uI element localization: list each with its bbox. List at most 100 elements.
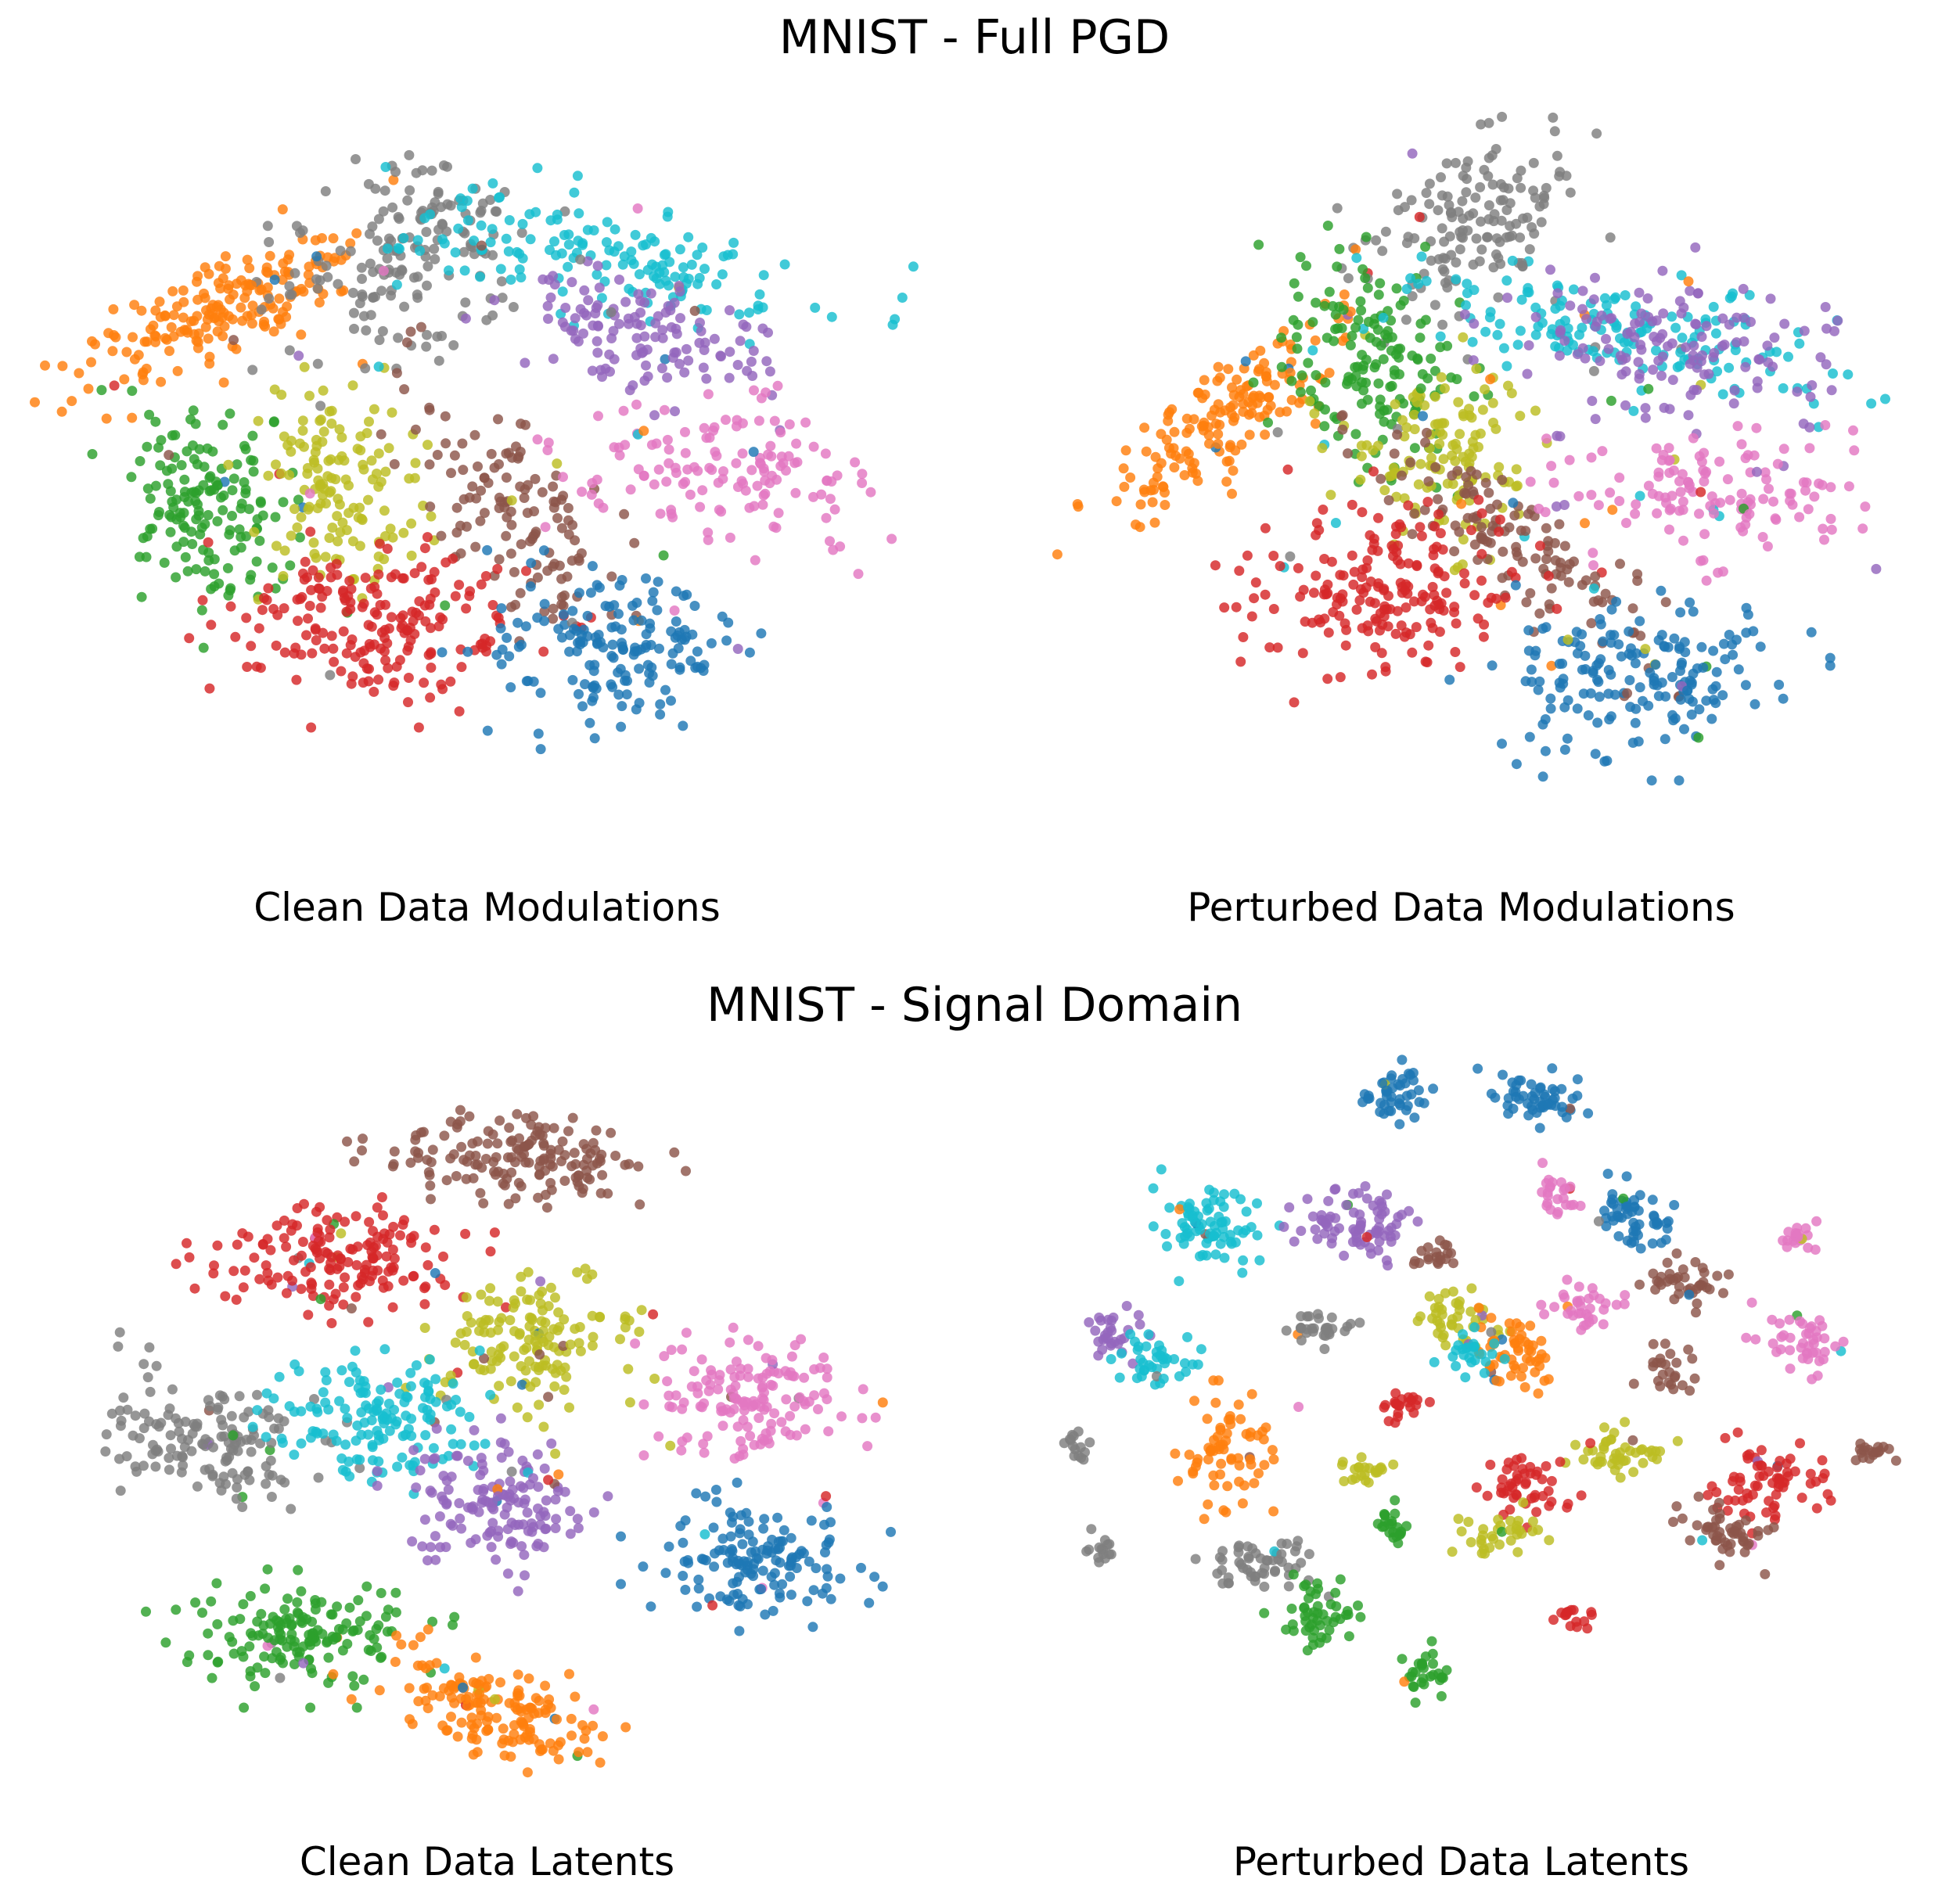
scatter-point <box>1710 681 1721 692</box>
scatter-point <box>818 1353 829 1363</box>
scatter-point <box>1631 703 1642 714</box>
scatter-point <box>1636 326 1647 337</box>
scatter-point <box>1580 518 1590 529</box>
scatter-point <box>1375 394 1386 405</box>
scatter-point <box>261 1432 271 1442</box>
scatter-point <box>449 1611 460 1622</box>
scatter-point <box>136 305 147 316</box>
scatter-point <box>1436 172 1446 183</box>
scatter-point <box>194 444 205 454</box>
scatter-point <box>740 485 751 496</box>
scatter-point <box>1534 1123 1545 1133</box>
scatter-point <box>699 264 710 275</box>
scatter-point <box>474 1345 485 1356</box>
scatter-point <box>489 1227 500 1238</box>
scatter-point <box>391 661 402 672</box>
scatter-point <box>678 720 689 731</box>
scatter-point <box>382 253 393 264</box>
scatter-point <box>552 209 563 220</box>
scatter-point <box>346 678 357 689</box>
scatter-point <box>1525 476 1536 487</box>
scatter-point <box>322 1248 333 1259</box>
scatter-point <box>1358 323 1369 334</box>
scatter-point <box>696 1402 707 1413</box>
scatter-point <box>507 452 517 463</box>
scatter-point <box>1324 286 1335 297</box>
scatter-point <box>579 1733 590 1744</box>
scatter-point <box>281 311 292 322</box>
scatter-point <box>171 572 182 583</box>
scatter-point <box>1670 713 1681 724</box>
scatter-point <box>190 419 201 429</box>
scatter-point <box>269 275 280 286</box>
scatter-point <box>1362 282 1373 293</box>
scatter-point <box>501 1302 511 1313</box>
scatter-point <box>467 183 478 194</box>
scatter-point <box>231 278 242 289</box>
scatter-point <box>1447 470 1458 481</box>
scatter-point <box>1712 366 1723 377</box>
scatter-point <box>341 648 352 659</box>
scatter-point <box>1334 243 1345 254</box>
scatter-point <box>822 1363 832 1374</box>
scatter-point <box>379 624 390 635</box>
scatter-point <box>395 613 406 623</box>
scatter-point <box>564 1402 574 1413</box>
scatter-point <box>196 523 207 533</box>
scatter-point <box>1201 1250 1212 1261</box>
scatter-point <box>1724 362 1735 373</box>
scatter-point <box>1541 182 1552 193</box>
scatter-point <box>417 165 428 176</box>
scatter-point <box>448 1439 458 1450</box>
scatter-point <box>1221 476 1232 487</box>
scatter-point <box>164 1453 174 1464</box>
scatter-point <box>574 1747 584 1758</box>
scatter-point <box>223 459 234 470</box>
scatter-point <box>423 1624 433 1635</box>
scatter-point <box>747 371 758 381</box>
scatter-point <box>1365 1248 1376 1259</box>
scatter-point <box>292 1220 302 1231</box>
scatter-point <box>725 1337 735 1348</box>
scatter-point <box>773 1368 784 1379</box>
scatter-point <box>1678 535 1688 546</box>
scatter-point <box>512 1402 523 1413</box>
scatter-point <box>445 676 456 687</box>
scatter-point <box>289 1636 300 1647</box>
scatter-point <box>430 1268 441 1278</box>
scatter-point <box>588 692 599 703</box>
scatter-point <box>1765 293 1776 304</box>
scatter-point <box>1319 554 1330 564</box>
scatter-point <box>856 1562 866 1573</box>
scatter-point <box>213 1656 224 1667</box>
scatter-point <box>548 1324 559 1335</box>
scatter-point <box>587 561 598 572</box>
scatter-point <box>330 474 341 485</box>
scatter-point <box>493 1324 503 1335</box>
scatter-point <box>1476 575 1487 586</box>
scatter-point <box>369 581 380 592</box>
scatter-point <box>209 581 220 592</box>
scatter-point <box>1736 439 1747 450</box>
scatter-point <box>1530 645 1541 656</box>
scatter-point <box>192 336 203 347</box>
scatter-point <box>1434 439 1445 449</box>
scatter-point <box>1489 209 1500 220</box>
scatter-point <box>1660 734 1670 745</box>
scatter-point <box>1473 494 1484 505</box>
scatter-point <box>142 483 153 494</box>
scatter-point <box>471 1678 482 1689</box>
scatter-point <box>748 1571 759 1582</box>
scatter-point <box>674 358 685 369</box>
scatter-point <box>1429 300 1440 311</box>
scatter-point <box>1214 419 1225 430</box>
scatter-point <box>510 1520 520 1530</box>
scatter-point <box>1534 608 1545 619</box>
scatter-point <box>1368 1200 1379 1211</box>
scatter-point <box>1588 667 1598 678</box>
scatter-point <box>1409 409 1420 420</box>
scatter-point <box>1238 1255 1249 1266</box>
scatter-point <box>1491 144 1501 154</box>
scatter-point <box>306 1663 316 1674</box>
scatter-point <box>1613 639 1624 650</box>
